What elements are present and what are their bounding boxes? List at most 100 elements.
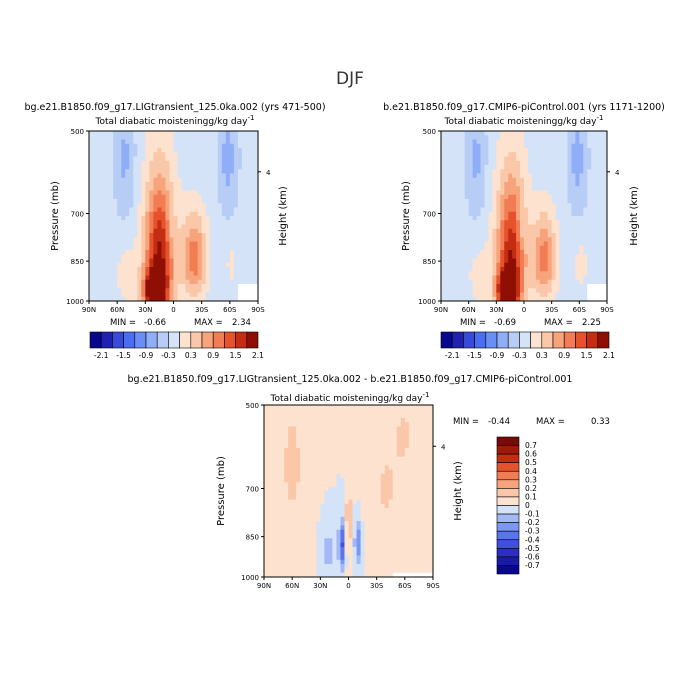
heatmap-cell: [344, 443, 349, 449]
heatmap-cell: [591, 250, 596, 255]
heatmap-cell: [161, 177, 166, 183]
heatmap-cell: [185, 262, 190, 268]
heatmap-cell: [484, 216, 489, 221]
heatmap-cell: [328, 473, 333, 479]
heatmap-cell: [448, 216, 454, 221]
heatmap-cell: [320, 478, 325, 483]
heatmap-cell: [272, 465, 277, 470]
heatmap-cell: [217, 177, 223, 183]
heatmap-cell: [249, 271, 255, 276]
heatmap-cell: [292, 417, 297, 423]
heatmap-cell: [129, 148, 134, 153]
heatmap-cell: [201, 254, 207, 259]
heatmap-cell: [308, 534, 313, 539]
heatmap-cell: [535, 292, 541, 298]
colorbar-swatch: [100, 331, 113, 349]
heatmap-cell: [189, 190, 195, 196]
heatmap-cell: [484, 182, 489, 187]
heatmap-cell: [276, 439, 281, 445]
heatmap-cell: [396, 521, 402, 526]
heatmap-cell: [364, 405, 370, 410]
colorbar-swatch: [597, 331, 610, 349]
heatmap-cell: [328, 551, 333, 556]
heatmap-cell: [368, 413, 374, 419]
heatmap-cell: [205, 241, 211, 247]
heatmap-cell: [340, 405, 345, 410]
heatmap-cell: [101, 245, 106, 251]
heatmap-cell: [441, 190, 446, 196]
heatmap-cell: [264, 482, 269, 488]
heatmap-cell: [296, 460, 301, 466]
heatmap-cell: [599, 207, 604, 213]
heatmap-cell: [201, 296, 207, 302]
heatmap-cell: [117, 211, 122, 217]
heatmap-cell: [583, 182, 588, 187]
heatmap-cell: [555, 211, 560, 217]
heatmap-cell: [535, 186, 541, 191]
heatmap-cell: [344, 499, 349, 505]
heatmap-cell: [516, 135, 521, 140]
heatmap-cell: [352, 525, 357, 531]
heatmap-cell: [209, 267, 215, 272]
heatmap-cell: [527, 152, 533, 157]
heatmap-cell: [209, 233, 215, 238]
heatmap-cell: [225, 245, 231, 251]
heatmap-cell: [165, 152, 170, 157]
heatmap-cell: [312, 478, 317, 483]
heatmap-cell: [221, 131, 227, 136]
heatmap-cell: [543, 292, 549, 298]
heatmap-cell: [141, 207, 146, 213]
heatmap-cell: [89, 199, 94, 204]
heatmap-cell: [456, 245, 462, 251]
heatmap-cell: [512, 288, 517, 293]
heatmap-cell: [428, 529, 434, 535]
heatmap-cell: [205, 194, 211, 200]
heatmap-cell: [229, 237, 235, 242]
heatmap-cell: [312, 555, 317, 561]
heatmap-cell: [555, 165, 560, 170]
heatmap-cell: [456, 233, 462, 238]
heatmap-cell: [360, 439, 365, 445]
heatmap-cell: [412, 443, 418, 449]
heatmap-cell: [448, 211, 454, 217]
heatmap-cell: [535, 288, 541, 293]
heatmap-cell: [201, 284, 207, 289]
heatmap-cell: [531, 190, 537, 196]
heatmap-cell: [173, 267, 178, 272]
heatmap-cell: [249, 228, 255, 234]
heatmap-cell: [304, 405, 309, 410]
heatmap-cell: [193, 250, 199, 255]
heatmap-cell: [444, 228, 450, 234]
heatmap-cell: [109, 250, 114, 255]
heatmap-cell: [137, 267, 142, 272]
heatmap-cell: [368, 465, 374, 470]
heatmap-cell: [424, 482, 430, 488]
heatmap-cell: [141, 224, 146, 230]
heatmap-cell: [217, 135, 223, 140]
heatmap-cell: [531, 288, 537, 293]
heatmap-cell: [575, 216, 580, 221]
heatmap-cell: [332, 452, 337, 457]
heatmap-cell: [205, 165, 211, 170]
heatmap-cell: [249, 254, 255, 259]
heatmap-cell: [316, 516, 321, 522]
heatmap-cell: [185, 173, 190, 179]
heatmap-cell: [312, 529, 317, 535]
heatmap-cell: [441, 275, 446, 281]
heatmap-cell: [272, 405, 277, 410]
heatmap-cell: [500, 182, 505, 187]
heatmap-cell: [149, 190, 154, 196]
heatmap-cell: [225, 173, 231, 179]
heatmap-cell: [484, 156, 489, 162]
heatmap-cell: [105, 194, 110, 200]
heatmap-cell: [161, 173, 166, 179]
heatmap-cell: [555, 254, 560, 259]
heatmap-cell: [595, 245, 600, 251]
heatmap-cell: [587, 258, 592, 264]
heatmap-cell: [508, 288, 513, 293]
heatmap-cell: [153, 152, 158, 157]
heatmap-cell: [468, 288, 474, 293]
heatmap-cell: [504, 207, 509, 213]
heatmap-cell: [595, 279, 600, 285]
